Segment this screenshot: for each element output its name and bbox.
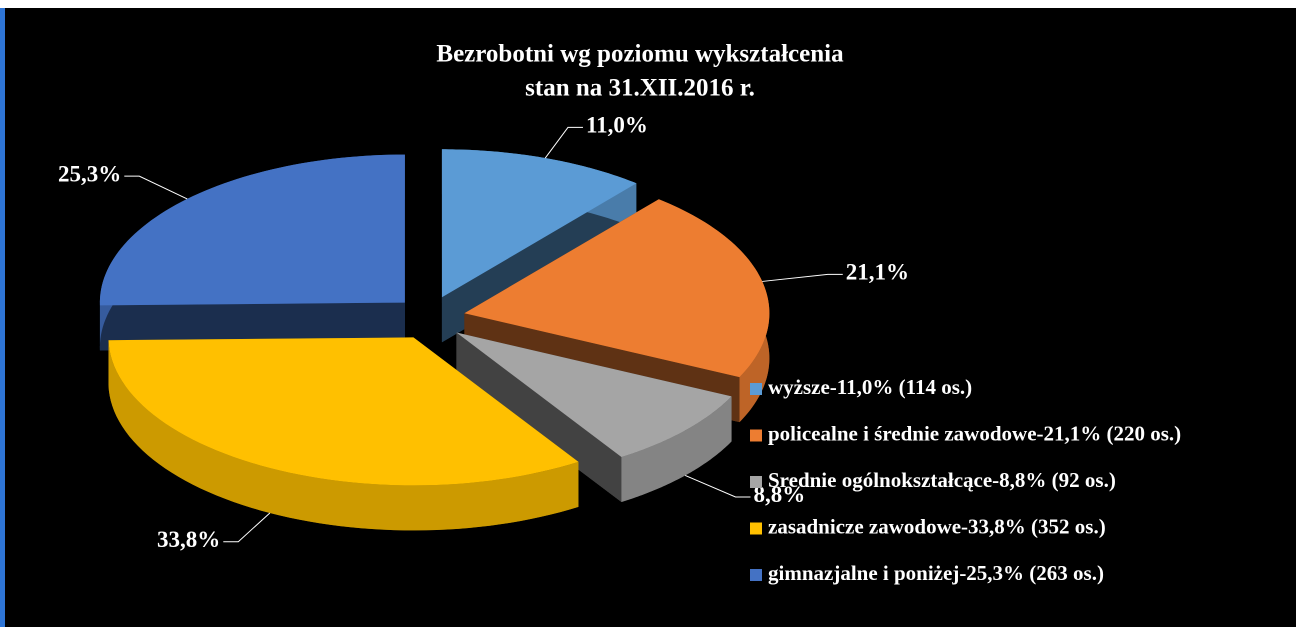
legend-swatch: [750, 476, 762, 488]
chart-title: Bezrobotni wg poziomu wykształcenia: [436, 41, 844, 68]
legend-label: zasadnicze zawodowe-33,8% (352 os.): [768, 514, 1106, 538]
legend-label: gimnazjalne i poniżej-25,3% (263 os.): [768, 561, 1104, 585]
slice-group: [456, 332, 732, 503]
slice: [441, 149, 637, 298]
data-label: 33,8%: [157, 527, 220, 552]
slice-side: [621, 396, 732, 503]
leader-line: [544, 126, 583, 159]
left-border: [0, 8, 5, 627]
slice-side: [108, 340, 579, 531]
data-label: 11,0%: [586, 113, 648, 138]
data-label: 21,1%: [846, 260, 909, 285]
legend-swatch: [750, 569, 762, 581]
slice: [99, 154, 405, 306]
slice: [456, 332, 732, 458]
legend-label: Srednie ogólnokształcące-8,8% (92 os.): [768, 468, 1116, 492]
leader-line: [124, 175, 188, 200]
slice-wall: [456, 332, 622, 503]
leader-line: [762, 273, 843, 282]
slice-group: [99, 154, 405, 351]
slice: [464, 199, 770, 378]
leader-line: [223, 512, 271, 543]
legend-swatch: [750, 522, 762, 535]
legend-swatch: [750, 383, 762, 395]
data-label: 25,3%: [58, 161, 121, 186]
slice-group: [108, 337, 579, 531]
chart-subtitle: stan na 31.XII.2016 r.: [525, 75, 755, 102]
data-label: 8,8%: [754, 482, 806, 507]
leader-line: [684, 474, 751, 498]
legend-label: wyższe-11,0% (114 os.): [768, 375, 972, 399]
slice: [108, 337, 579, 486]
legend-swatch: [750, 429, 762, 442]
legend-label: policealne i średnie zawodowe-21,1% (220…: [768, 421, 1181, 445]
